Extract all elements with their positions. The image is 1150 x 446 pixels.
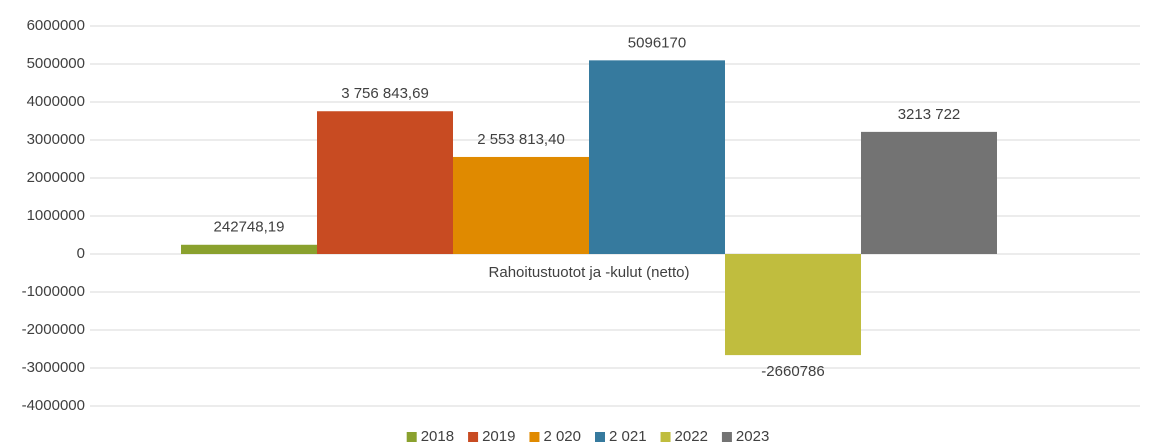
y-tick-label: 2000000 xyxy=(27,169,85,186)
data-label: 3 756 843,69 xyxy=(341,85,429,102)
data-label: 242748,19 xyxy=(214,219,285,236)
y-tick-label: -1000000 xyxy=(22,283,85,300)
y-tick-label: 3000000 xyxy=(27,131,85,148)
legend-label: 2 021 xyxy=(609,428,647,445)
legend-swatch xyxy=(660,432,671,442)
legend-label: 2022 xyxy=(675,428,708,445)
data-label: 3213 722 xyxy=(898,106,961,123)
legend-label: 2019 xyxy=(482,428,515,445)
bar xyxy=(317,111,453,255)
y-tick-label: 1000000 xyxy=(27,207,85,224)
legend-label: 2018 xyxy=(421,428,454,445)
y-tick-label: 0 xyxy=(77,245,85,262)
legend-label: 2023 xyxy=(736,428,769,445)
y-tick-label: -2000000 xyxy=(22,321,85,338)
y-tick-label: 4000000 xyxy=(27,93,85,110)
data-label: 2 553 813,40 xyxy=(477,131,565,148)
bar xyxy=(861,131,997,254)
x-tick-label: Rahoitustuotot ja -kulut (netto) xyxy=(489,264,690,281)
legend-swatch xyxy=(721,432,732,442)
legend-swatch xyxy=(595,432,605,442)
legend-swatch xyxy=(406,432,417,442)
bar xyxy=(453,156,589,254)
bar xyxy=(725,254,861,356)
legend-swatch xyxy=(468,432,479,442)
bar xyxy=(181,244,317,254)
y-tick-label: -4000000 xyxy=(22,397,85,414)
bar xyxy=(589,60,725,255)
y-tick-label: 5000000 xyxy=(27,55,85,72)
y-tick-label: -3000000 xyxy=(22,359,85,376)
y-tick-label: 6000000 xyxy=(27,17,85,34)
data-label: -2660786 xyxy=(761,363,824,380)
data-label: 5096170 xyxy=(628,34,686,51)
legend-label: 2 020 xyxy=(543,428,581,445)
legend-swatch xyxy=(529,432,540,442)
